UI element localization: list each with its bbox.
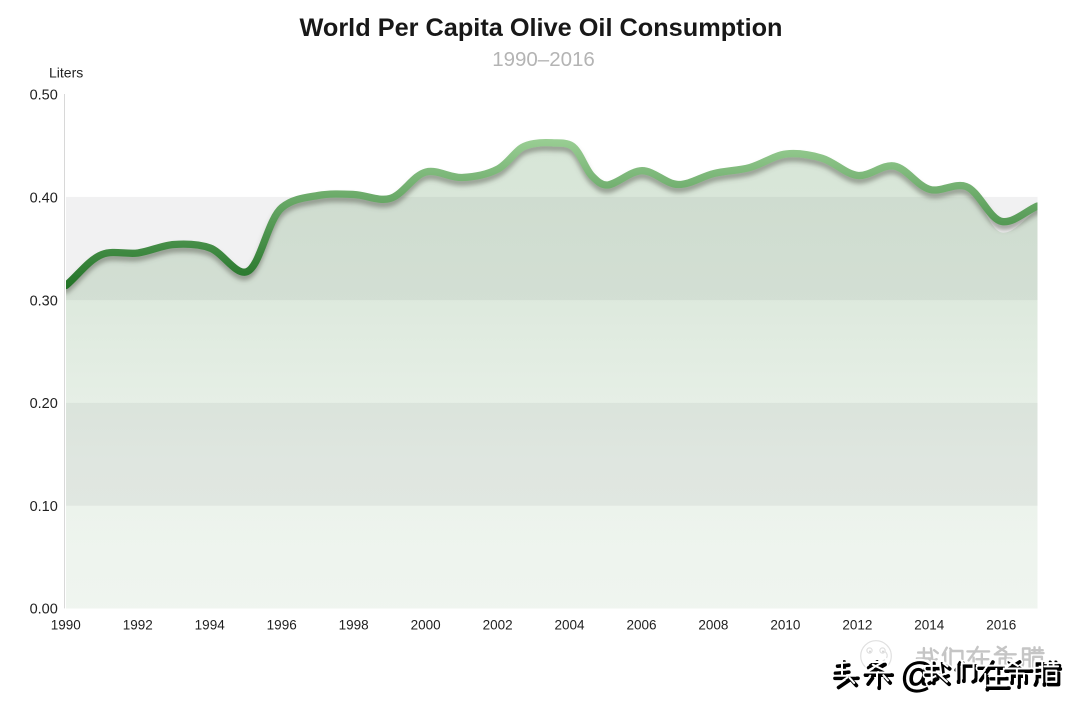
svg-text:1990–2016: 1990–2016	[492, 48, 595, 71]
svg-text:1992: 1992	[123, 617, 153, 632]
svg-text:2016: 2016	[986, 617, 1016, 632]
svg-text:0.10: 0.10	[30, 499, 58, 515]
svg-text:1998: 1998	[339, 617, 369, 632]
svg-text:2008: 2008	[698, 617, 728, 632]
svg-text:1990: 1990	[51, 617, 81, 632]
svg-text:2014: 2014	[914, 617, 945, 632]
svg-text:2010: 2010	[770, 617, 800, 632]
svg-text:0.50: 0.50	[30, 88, 58, 104]
svg-text:2006: 2006	[626, 617, 656, 632]
svg-text:@: @	[901, 656, 937, 695]
svg-text:0.20: 0.20	[30, 396, 58, 412]
svg-text:0.40: 0.40	[30, 191, 58, 207]
svg-text:Liters: Liters	[49, 64, 83, 80]
svg-text:0.00: 0.00	[30, 602, 58, 618]
svg-text:1994: 1994	[195, 617, 226, 632]
svg-text:0.30: 0.30	[30, 293, 58, 309]
svg-text:World Per Capita Olive Oil Con: World Per Capita Olive Oil Consumption	[299, 14, 782, 42]
svg-text:1996: 1996	[267, 617, 297, 632]
svg-text:2002: 2002	[483, 617, 513, 632]
svg-text:2004: 2004	[554, 617, 585, 632]
svg-text:2012: 2012	[842, 617, 872, 632]
svg-text:2000: 2000	[411, 617, 441, 632]
